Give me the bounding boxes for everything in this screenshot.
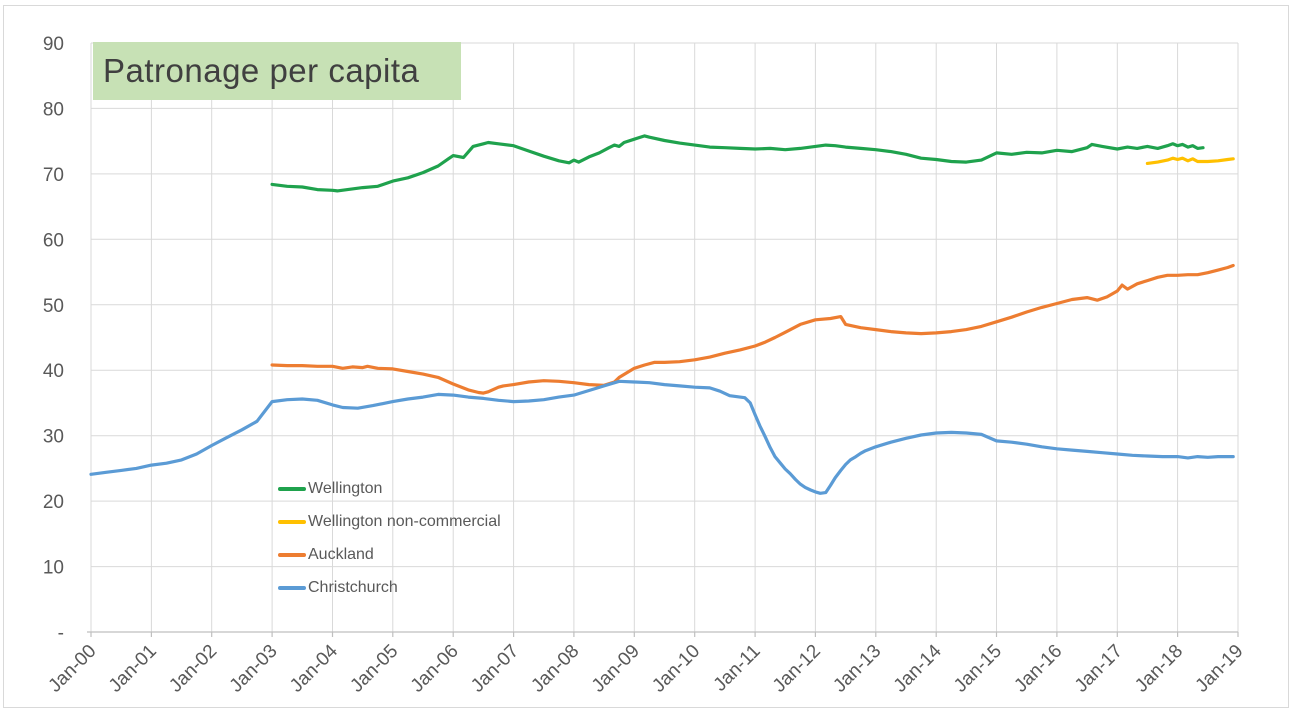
series-line-wellington bbox=[270, 134, 1205, 193]
legend-swatch-wellington-non-commercial bbox=[278, 519, 306, 524]
legend-swatch-auckland bbox=[278, 552, 306, 557]
x-axis-label: Jan-00 bbox=[45, 641, 101, 697]
y-axis-label: 80 bbox=[43, 99, 64, 120]
y-axis-label: - bbox=[58, 623, 64, 644]
legend: Wellington Wellington non-commercial Auc… bbox=[278, 472, 501, 604]
chart-frame-border bbox=[3, 5, 1289, 708]
y-axis-label: 50 bbox=[43, 296, 64, 317]
series-line-auckland bbox=[270, 263, 1235, 395]
x-axis-label: Jan-10 bbox=[648, 641, 704, 697]
legend-label-christchurch: Christchurch bbox=[308, 578, 398, 596]
x-axis-label: Jan-01 bbox=[105, 641, 161, 697]
x-axis-label: Jan-03 bbox=[226, 641, 282, 697]
x-axis-label: Jan-19 bbox=[1192, 641, 1248, 697]
x-axis-label: Jan-08 bbox=[527, 641, 583, 697]
legend-item-christchurch: Christchurch bbox=[278, 571, 501, 604]
legend-swatch-wellington bbox=[278, 486, 306, 491]
chart-title: Patronage per capita bbox=[103, 52, 420, 89]
y-axis-label: 20 bbox=[43, 492, 64, 513]
x-axis-label: Jan-16 bbox=[1010, 641, 1066, 697]
legend-item-wellington: Wellington bbox=[278, 472, 501, 505]
x-axis-label: Jan-04 bbox=[286, 640, 342, 696]
legend-label-auckland: Auckland bbox=[308, 545, 374, 563]
x-axis-label: Jan-17 bbox=[1071, 641, 1127, 697]
y-axis-label: 70 bbox=[43, 165, 64, 186]
legend-item-wellington-non-commercial: Wellington non-commercial bbox=[278, 505, 501, 538]
y-axis-label: 10 bbox=[43, 558, 64, 579]
x-axis-label: Jan-07 bbox=[467, 641, 523, 697]
x-axis-label: Jan-15 bbox=[950, 641, 1006, 697]
y-axis-label: 40 bbox=[43, 361, 64, 382]
series-line-wellington-non-commercial bbox=[1145, 156, 1235, 165]
x-axis-label: Jan-13 bbox=[829, 641, 885, 697]
x-axis-label: Jan-18 bbox=[1131, 641, 1187, 697]
legend-item-auckland: Auckland bbox=[278, 538, 501, 571]
y-axis-label: 60 bbox=[43, 230, 64, 251]
legend-label-wellington-non-commercial: Wellington non-commercial bbox=[308, 512, 501, 530]
x-axis-label: Jan-14 bbox=[890, 640, 946, 696]
y-axis-label: 30 bbox=[43, 427, 64, 448]
x-axis-label: Jan-09 bbox=[588, 641, 644, 697]
chart-title-box: Patronage per capita bbox=[93, 42, 461, 100]
series-line-christchurch bbox=[89, 379, 1235, 495]
x-axis-label: Jan-11 bbox=[710, 641, 765, 696]
x-axis-label: Jan-05 bbox=[346, 641, 402, 697]
legend-label-wellington: Wellington bbox=[308, 479, 383, 497]
x-axis-label: Jan-06 bbox=[407, 641, 463, 697]
x-axis-label: Jan-02 bbox=[165, 641, 221, 697]
x-axis-label: Jan-12 bbox=[769, 641, 825, 697]
y-axis-label: 90 bbox=[43, 34, 64, 55]
legend-swatch-christchurch bbox=[278, 585, 306, 590]
